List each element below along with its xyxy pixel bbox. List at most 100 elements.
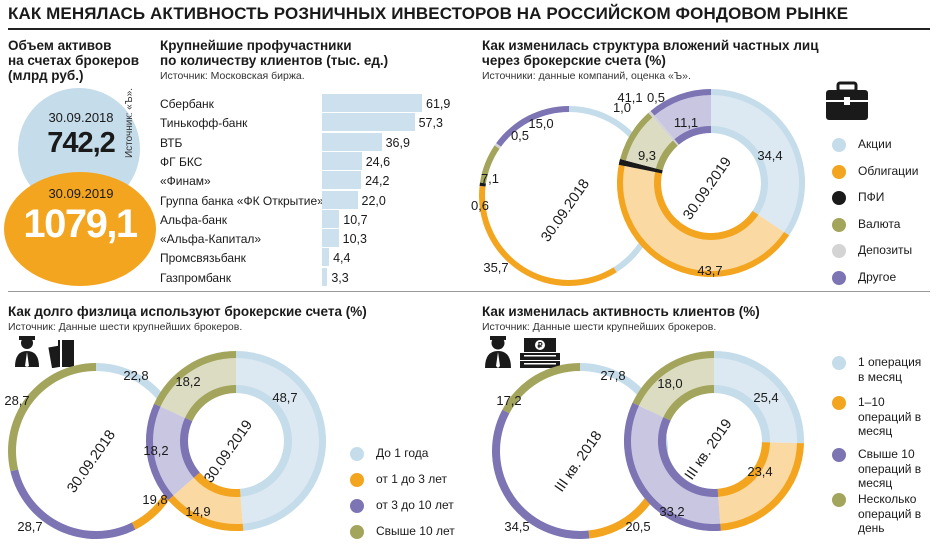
donut-segment xyxy=(632,351,714,406)
donut-segment xyxy=(494,143,502,149)
broker-bar xyxy=(322,229,339,248)
donut-segment xyxy=(236,385,292,497)
legend-swatch xyxy=(832,217,846,232)
broker-label: Альфа-банк xyxy=(160,212,227,227)
donut-segment xyxy=(620,112,653,161)
broker-bar xyxy=(322,94,422,112)
value-label: 0,5 xyxy=(647,90,665,105)
legend-item: от 3 до 10 лет xyxy=(350,498,454,513)
legend-item: Свыше 10 лет xyxy=(350,524,455,539)
legend-item: Другое xyxy=(832,270,896,285)
broker-value-label: 36,9 xyxy=(385,135,410,150)
broker-value-label: 57,3 xyxy=(418,116,443,131)
legend-label: от 3 до 10 лет xyxy=(376,498,454,512)
legend-swatch xyxy=(832,138,846,152)
legend-label: Свыше 10 операций в месяц xyxy=(858,447,922,490)
donut-segment xyxy=(720,443,804,531)
broker-value-label: 4,4 xyxy=(333,251,351,266)
assets-title: Объем активов на счетах брокеров (млрд р… xyxy=(8,38,140,83)
broker-bar xyxy=(322,151,362,170)
value-label: 28,7 xyxy=(17,519,42,534)
legend-item: До 1 года xyxy=(350,446,428,461)
legend-label: До 1 года xyxy=(376,446,429,460)
ring-label: III кв. 2018 xyxy=(552,428,606,495)
ring-label: 30.09.2019 xyxy=(201,417,256,486)
section-divider xyxy=(8,291,930,292)
donut-segment xyxy=(236,350,327,531)
duration-source: Источник: Данные шести крупнейших брокер… xyxy=(8,321,243,333)
legend-item: Свыше 10 операций в месяц xyxy=(832,447,932,491)
broker-label: ФГ БКС xyxy=(160,154,203,169)
donut-segment xyxy=(496,106,569,147)
donut-segment xyxy=(711,126,769,215)
legend-swatch xyxy=(832,396,846,410)
donut-segment xyxy=(714,350,804,444)
donut-segment xyxy=(168,495,244,531)
ring-label: III кв. 2019 xyxy=(682,416,736,483)
donut-segment xyxy=(663,385,714,421)
legend-item: 1–10 операций в месяц xyxy=(832,395,932,439)
value-label: 35,7 xyxy=(483,260,508,275)
broker-label: ВТБ xyxy=(160,135,183,150)
ring-label: 30.09.2018 xyxy=(64,427,119,496)
broker-label: «Финам» xyxy=(160,174,211,189)
legend-swatch xyxy=(832,191,846,205)
donut-segment xyxy=(154,351,236,407)
value-label: 27,8 xyxy=(600,368,625,383)
assets-date-2018: 30.09.2018 xyxy=(48,110,114,125)
assets-date-2019: 30.09.2019 xyxy=(48,186,114,201)
donut-segment xyxy=(480,145,500,184)
legend-item: Несколько операций в день xyxy=(832,492,932,536)
donut-segment xyxy=(618,159,663,174)
legend-label: Облигации xyxy=(858,163,919,178)
legend-label: Акции xyxy=(858,137,892,151)
brokers-source: Источник: Московская биржа. xyxy=(160,70,305,82)
value-label: 15,0 xyxy=(528,116,553,131)
donut-segment xyxy=(624,402,721,532)
assets-source: Источник: «Ъ». xyxy=(124,87,135,158)
legend-label: 1 операция в месяц xyxy=(858,355,922,384)
legend-swatch xyxy=(832,493,846,507)
value-label: 9,3 xyxy=(638,148,656,163)
donut-segment xyxy=(658,417,719,498)
legend-item: ПФИ xyxy=(832,190,884,205)
value-label: 43,7 xyxy=(697,263,722,278)
activity-title: Как изменилась активность клиентов (%) xyxy=(482,304,760,319)
donut-segment xyxy=(491,409,590,539)
donut-segment xyxy=(717,442,770,497)
legend-swatch xyxy=(832,448,846,462)
legend-swatch xyxy=(832,244,846,258)
broker-value-label: 24,2 xyxy=(365,174,390,189)
broker-label: Группа банка «ФК Открытие» xyxy=(160,193,324,208)
legend-label: Свыше 10 лет xyxy=(376,524,455,538)
donut-segment xyxy=(632,351,714,421)
legend-label: ПФИ xyxy=(858,190,885,204)
donut-segment xyxy=(7,363,97,472)
donut-segment xyxy=(714,385,770,443)
donut-segment xyxy=(146,403,174,501)
legend-label: от 1 до 3 лет xyxy=(376,472,448,486)
legend-item: Акции xyxy=(832,137,892,152)
broker-value-label: 10,7 xyxy=(343,212,368,227)
value-label: 20,5 xyxy=(625,519,650,534)
donut-segment xyxy=(180,417,200,478)
value-label: 41,1 xyxy=(617,90,642,105)
broker-label: «Альфа-Капитал» xyxy=(160,232,262,247)
structure-donut-chart: 30.09.2018 30.09.201941,135,70,67,10,515,… xyxy=(471,89,805,287)
activity-donut-chart: III кв. 2018 III кв. 2019 27,8 20,5 34,5 17,2… xyxy=(491,350,804,539)
ring-label: 30.09.2019 xyxy=(680,154,735,223)
duration-title: Как долго физлица используют брокерские … xyxy=(8,304,367,319)
broker-value-label: 3,3 xyxy=(331,270,349,285)
broker-value-label: 10,3 xyxy=(342,232,367,247)
legend-swatch xyxy=(350,525,364,539)
value-label: 28,7 xyxy=(4,393,29,408)
structure-title: Как изменилась структура вложений частны… xyxy=(482,38,819,68)
legend-swatch xyxy=(832,164,846,179)
value-label: 1,0 xyxy=(613,100,631,115)
legend-label: 1–10 операций в месяц xyxy=(858,395,922,438)
value-label: 23,4 xyxy=(747,464,772,479)
broker-value-label: 22,0 xyxy=(361,193,386,208)
duration-donut-chart: 30.09.2018 30.09.2019 22,8 19,8 28,7 28,7 48,7… xyxy=(4,350,327,539)
legend-swatch xyxy=(350,447,364,461)
svg-text:₽: ₽ xyxy=(537,341,542,350)
